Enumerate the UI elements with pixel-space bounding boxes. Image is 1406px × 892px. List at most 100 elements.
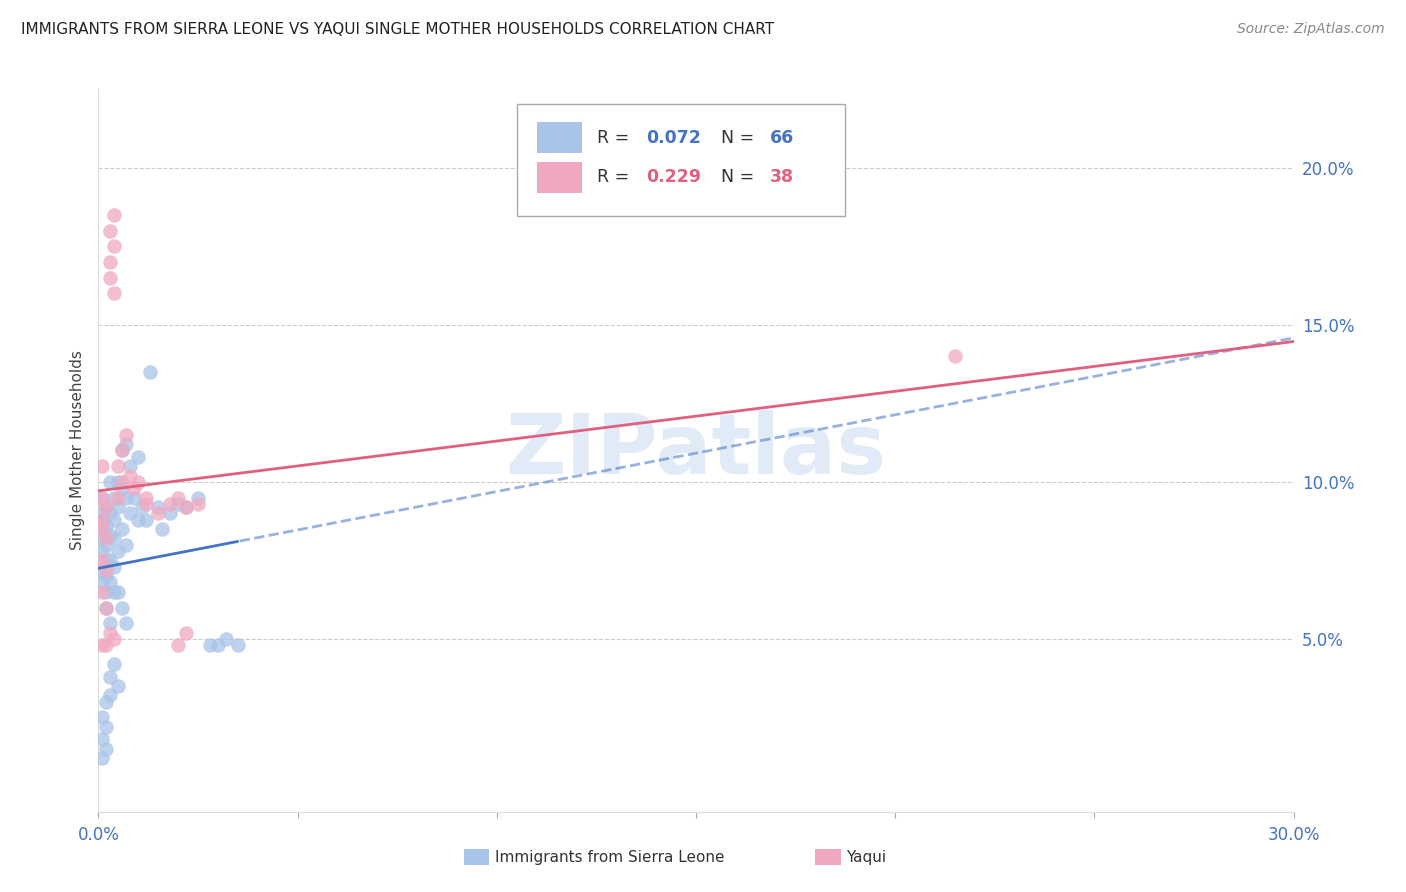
Point — [115, 616, 138, 631]
Point — [215, 632, 238, 646]
Point — [103, 491, 125, 505]
Point — [127, 475, 149, 489]
Point — [96, 553, 118, 567]
Point — [120, 506, 142, 520]
Point — [96, 695, 118, 709]
Point — [131, 500, 153, 514]
Point — [98, 506, 122, 520]
Point — [103, 208, 125, 222]
Point — [91, 522, 114, 536]
Point — [103, 657, 125, 671]
Point — [98, 625, 122, 640]
Point — [91, 553, 114, 567]
Point — [111, 475, 134, 489]
Point — [91, 522, 114, 536]
Point — [107, 679, 129, 693]
Point — [167, 638, 190, 652]
Text: 66: 66 — [770, 128, 794, 146]
Point — [96, 600, 118, 615]
Point — [91, 563, 114, 577]
Point — [167, 491, 190, 505]
Point — [91, 584, 114, 599]
Point — [115, 437, 138, 451]
Text: 0.072: 0.072 — [645, 128, 700, 146]
Point — [135, 497, 157, 511]
Point — [103, 512, 125, 526]
Text: ZIPatlas: ZIPatlas — [506, 410, 886, 491]
Point — [96, 600, 118, 615]
Point — [159, 497, 181, 511]
Text: R =: R = — [596, 128, 634, 146]
Point — [107, 491, 129, 505]
Point — [111, 600, 134, 615]
Text: IMMIGRANTS FROM SIERRA LEONE VS YAQUI SINGLE MOTHER HOUSEHOLDS CORRELATION CHART: IMMIGRANTS FROM SIERRA LEONE VS YAQUI SI… — [21, 22, 775, 37]
Point — [91, 491, 114, 505]
Point — [127, 512, 149, 526]
Point — [96, 563, 118, 577]
Point — [98, 255, 122, 269]
Point — [98, 475, 122, 489]
Point — [98, 670, 122, 684]
Point — [98, 553, 122, 567]
Point — [98, 575, 122, 590]
Bar — [537, 162, 582, 193]
Point — [91, 544, 114, 558]
Text: Immigrants from Sierra Leone: Immigrants from Sierra Leone — [495, 850, 724, 864]
Point — [135, 491, 157, 505]
Point — [91, 506, 114, 520]
Point — [103, 286, 125, 301]
Point — [159, 506, 181, 520]
Point — [98, 270, 122, 285]
Point — [98, 689, 122, 703]
Point — [91, 732, 114, 747]
Point — [96, 500, 118, 514]
Point — [111, 481, 134, 495]
Text: N =: N = — [721, 169, 759, 186]
Point — [120, 468, 142, 483]
Point — [91, 459, 114, 474]
Point — [107, 584, 129, 599]
Text: R =: R = — [596, 169, 634, 186]
Point — [187, 497, 209, 511]
Point — [96, 532, 118, 546]
Text: 38: 38 — [770, 169, 794, 186]
Point — [91, 512, 114, 526]
Point — [207, 638, 229, 652]
Point — [111, 443, 134, 458]
Point — [98, 223, 122, 237]
Point — [120, 459, 142, 474]
Point — [148, 500, 170, 514]
Point — [91, 751, 114, 765]
Point — [107, 459, 129, 474]
Point — [111, 522, 134, 536]
Point — [103, 559, 125, 574]
Point — [115, 427, 138, 442]
Point — [91, 710, 114, 724]
Point — [943, 349, 966, 363]
Point — [148, 506, 170, 520]
Point — [98, 528, 122, 542]
Text: 0.229: 0.229 — [645, 169, 700, 186]
Point — [103, 239, 125, 253]
Point — [111, 443, 134, 458]
Point — [107, 500, 129, 514]
Bar — [537, 122, 582, 153]
Point — [226, 638, 249, 652]
Point — [98, 616, 122, 631]
Point — [96, 742, 118, 756]
Point — [96, 569, 118, 583]
Point — [174, 625, 197, 640]
Point — [124, 491, 146, 505]
Point — [91, 491, 114, 505]
Point — [91, 532, 114, 546]
FancyBboxPatch shape — [517, 103, 845, 216]
Point — [187, 491, 209, 505]
Y-axis label: Single Mother Households: Single Mother Households — [69, 351, 84, 550]
Text: Source: ZipAtlas.com: Source: ZipAtlas.com — [1237, 22, 1385, 37]
Point — [139, 365, 162, 379]
Text: N =: N = — [721, 128, 759, 146]
Point — [103, 532, 125, 546]
Point — [96, 500, 118, 514]
Text: Yaqui: Yaqui — [846, 850, 887, 864]
Point — [167, 497, 190, 511]
